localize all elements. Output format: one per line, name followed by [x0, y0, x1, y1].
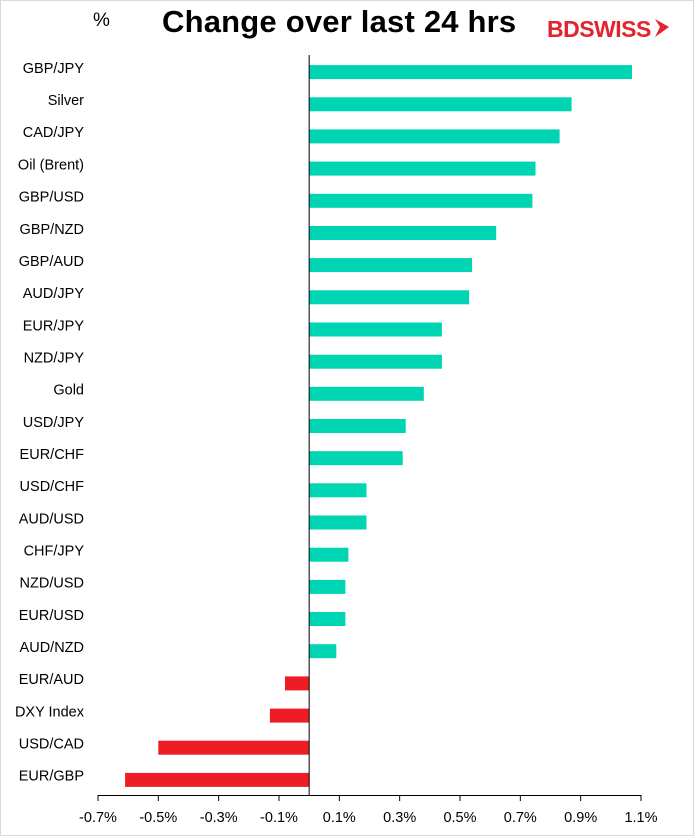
bar-dxy-index [269, 708, 310, 723]
bar-gold [309, 386, 424, 401]
unit-label: % [93, 10, 110, 31]
category-label: NZD/JPY [24, 351, 85, 367]
category-label: GBP/USD [19, 190, 84, 206]
x-tick-label: -0.5% [139, 810, 177, 826]
category-label: AUD/JPY [23, 286, 85, 302]
logo-swoosh-icon [654, 19, 669, 37]
bar-cad-jpy [309, 129, 560, 144]
category-label: USD/CAD [19, 737, 84, 753]
category-label: DXY Index [15, 704, 85, 720]
bar-oil-brent- [309, 161, 536, 176]
category-label: GBP/JPY [23, 61, 85, 77]
bar-silver [309, 97, 572, 112]
bar-nzd-jpy [309, 354, 442, 369]
category-label: EUR/CHF [20, 447, 85, 463]
category-label: CHF/JPY [24, 544, 85, 560]
x-tick-label: -0.7% [79, 810, 117, 826]
category-label: USD/JPY [23, 415, 85, 431]
x-tick-label: 0.7% [504, 810, 537, 826]
x-tick-label: 0.5% [443, 810, 476, 826]
category-label: EUR/GBP [19, 769, 84, 785]
category-label: GBP/NZD [20, 222, 84, 238]
bar-usd-chf [309, 483, 367, 498]
bar-usd-jpy [309, 419, 406, 433]
bar-aud-usd [309, 515, 367, 530]
x-tick-label: 0.3% [383, 810, 416, 826]
x-tick-label: 1.1% [624, 810, 657, 826]
bar-eur-usd [309, 612, 346, 626]
x-tick-label: -0.3% [200, 810, 238, 826]
x-tick-label: 0.9% [564, 810, 597, 826]
category-label: Silver [48, 93, 84, 109]
bar-aud-jpy [309, 290, 470, 305]
logo-text: BDSWISS [547, 16, 651, 42]
bar-nzd-usd [309, 579, 346, 594]
category-label: GBP/AUD [19, 254, 84, 270]
bar-gbp-jpy [309, 65, 632, 80]
x-tick-label: 0.1% [323, 810, 356, 826]
category-label: USD/CHF [20, 479, 85, 495]
category-label: EUR/USD [19, 608, 84, 624]
bar-aud-nzd [309, 644, 337, 659]
bar-gbp-aud [309, 258, 473, 273]
bar-eur-gbp [125, 772, 310, 787]
bar-usd-cad [158, 740, 310, 755]
category-label: EUR/JPY [23, 318, 85, 334]
category-label: EUR/AUD [19, 672, 84, 688]
bar-eur-chf [309, 451, 403, 466]
bdswiss-logo: BDSWISS [547, 16, 672, 42]
bar-eur-aud [285, 676, 310, 691]
category-label: CAD/JPY [23, 125, 85, 141]
bar-eur-jpy [309, 322, 442, 337]
bar-chf-jpy [309, 547, 349, 562]
chart-title: Change over last 24 hrs [162, 4, 517, 39]
category-label: AUD/USD [19, 511, 84, 527]
bar-gbp-usd [309, 193, 533, 208]
category-label: Oil (Brent) [18, 157, 84, 173]
x-tick-label: -0.1% [260, 810, 298, 826]
category-label: NZD/USD [20, 576, 84, 592]
category-label: Gold [53, 383, 84, 399]
bar-gbp-nzd [309, 226, 497, 240]
category-label: AUD/NZD [20, 640, 84, 656]
